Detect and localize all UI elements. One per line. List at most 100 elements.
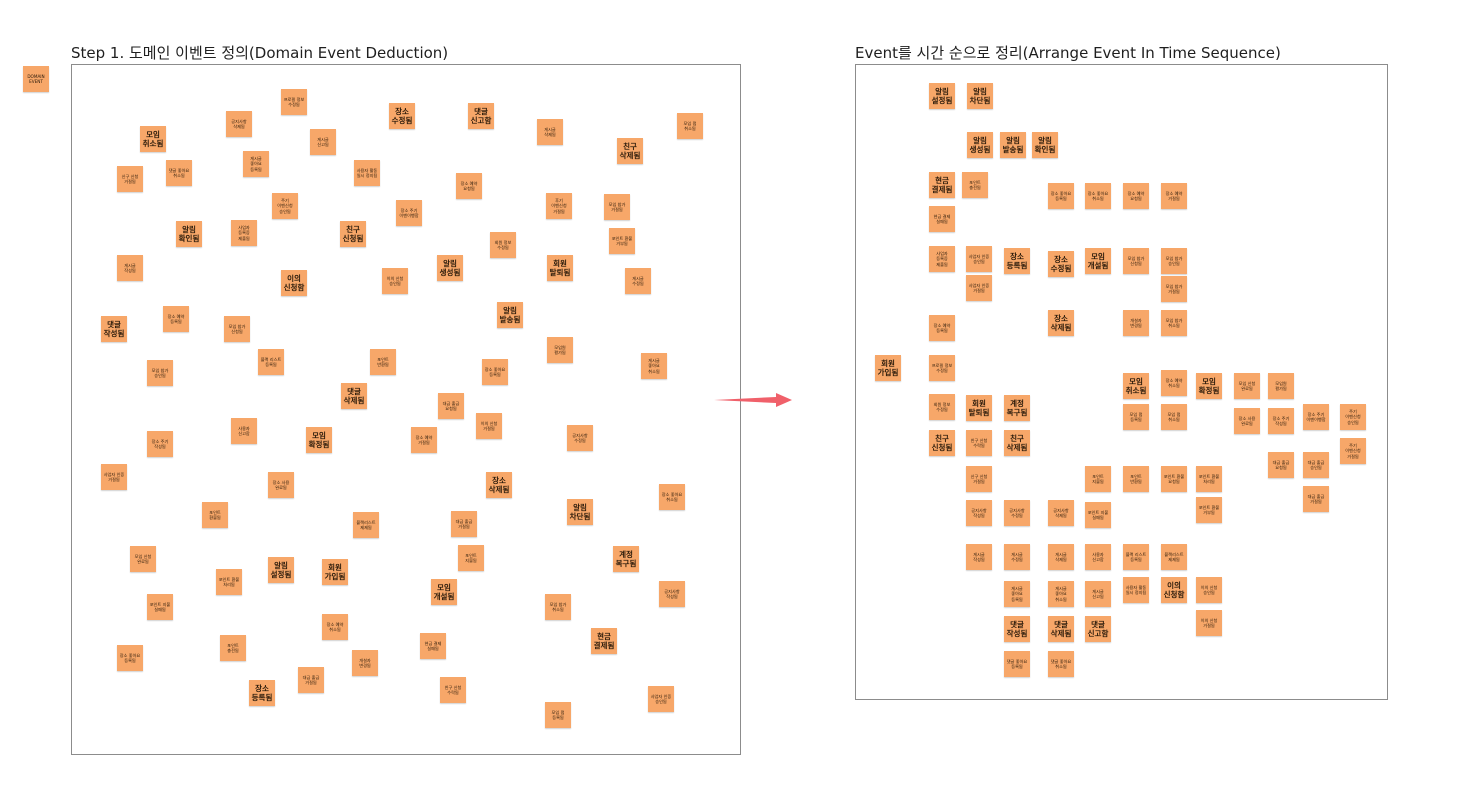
left-event-sticky[interactable]: 포인트 환불 처리됨 (216, 569, 242, 595)
left-event-sticky[interactable]: 회원 가입됨 (322, 559, 348, 585)
left-event-sticky[interactable]: 블랙 리스트 등록됨 (258, 349, 284, 375)
left-event-sticky[interactable]: 알림 발송됨 (497, 302, 523, 328)
right-event-sticky[interactable]: 장소 사용 완료됨 (1234, 408, 1260, 434)
left-event-sticky[interactable]: 댓글 좋아요 취소됨 (166, 160, 192, 186)
left-event-sticky[interactable]: 프로필 정보 수정됨 (281, 89, 307, 115)
right-event-sticky[interactable]: 이의 신청 거절됨 (1196, 610, 1222, 636)
right-event-sticky[interactable]: 장소 예약 요청됨 (1123, 183, 1149, 209)
left-event-sticky[interactable]: 사업자 인증 승인됨 (648, 686, 674, 712)
left-event-sticky[interactable]: 댓글 신고함 (468, 103, 494, 129)
left-event-sticky[interactable]: 알림 생성됨 (437, 255, 463, 281)
right-event-sticky[interactable]: 모임원 평가됨 (1268, 373, 1294, 399)
left-event-sticky[interactable]: 모임 취소됨 (140, 126, 166, 152)
right-event-sticky[interactable]: 회원 정보 수정됨 (929, 394, 955, 420)
right-event-sticky[interactable]: 신구 신청 거절됨 (966, 466, 992, 492)
right-event-sticky[interactable]: 이의 신청함 (1161, 577, 1187, 603)
left-event-sticky[interactable]: 모임 참가 승인됨 (147, 360, 173, 386)
left-event-sticky[interactable]: 장소 주기 작성됨 (147, 431, 173, 457)
left-event-sticky[interactable]: 신구 신청 거절됨 (117, 166, 143, 192)
left-event-sticky[interactable]: 게시글 작성됨 (117, 255, 143, 281)
left-event-sticky[interactable]: 계정 복구됨 (613, 546, 639, 572)
left-event-sticky[interactable]: 대금 출금 요청됨 (438, 393, 464, 419)
right-event-sticky[interactable]: 사업자 인증 승인됨 (966, 246, 992, 272)
left-event-sticky[interactable]: 회원 탈퇴됨 (547, 255, 573, 281)
left-event-sticky[interactable]: 장소 예약 등록됨 (163, 306, 189, 332)
right-event-sticky[interactable]: 댓글 신고함 (1085, 616, 1111, 642)
right-event-sticky[interactable]: 사용자 신고함 (1085, 544, 1111, 570)
right-event-sticky[interactable]: 모임 참가 거절됨 (1161, 276, 1187, 302)
right-event-sticky[interactable]: 장소 삭제됨 (1048, 310, 1074, 336)
right-event-sticky[interactable]: 공지사항 작성됨 (966, 500, 992, 526)
left-event-sticky[interactable]: 이의 신청 거절됨 (476, 413, 502, 439)
right-event-sticky[interactable]: 대금 출금 요청됨 (1268, 452, 1294, 478)
left-event-sticky[interactable]: 사용자 신고함 (231, 418, 257, 444)
left-event-sticky[interactable]: 모임 개설됨 (431, 579, 457, 605)
right-event-sticky[interactable]: 사용자 활동 일시 정지됨 (1123, 577, 1149, 603)
right-event-sticky[interactable]: 게시글 작성됨 (966, 544, 992, 570)
right-event-sticky[interactable]: 회원 가입됨 (875, 355, 901, 381)
left-event-sticky[interactable]: 장소 등록됨 (249, 680, 275, 706)
left-event-sticky[interactable]: 장소 주기 이벤이행함 (396, 200, 422, 226)
right-event-sticky[interactable]: 댓글 삭제됨 (1048, 616, 1074, 642)
right-event-sticky[interactable]: 모임 참가 취소됨 (1161, 310, 1187, 336)
right-event-sticky[interactable]: 알림 확인됨 (1032, 132, 1058, 158)
left-event-sticky[interactable]: 장소 좋아요 등록됨 (117, 645, 143, 671)
left-event-sticky[interactable]: 포인트 지불됨 (458, 545, 484, 571)
right-event-sticky[interactable]: 모임 펌 취소됨 (1161, 404, 1187, 430)
right-event-sticky[interactable]: 포인트 지불됨 (1085, 466, 1111, 492)
right-event-sticky[interactable]: 알림 발송됨 (1000, 132, 1026, 158)
right-event-sticky[interactable]: 장소 주기 작성됨 (1268, 408, 1294, 434)
left-event-sticky[interactable]: 댓글 삭제됨 (341, 383, 367, 409)
left-event-sticky[interactable]: 게시글 신고됨 (310, 129, 336, 155)
right-event-sticky[interactable]: 장소 등록됨 (1004, 248, 1030, 274)
right-event-sticky[interactable]: 주기 이벤신청 승인됨 (1340, 404, 1366, 430)
left-event-sticky[interactable]: 게시글 좋아요 취소됨 (641, 353, 667, 379)
right-event-sticky[interactable]: 알림 생성됨 (967, 132, 993, 158)
right-event-sticky[interactable]: 모임 개설됨 (1085, 248, 1111, 274)
left-event-sticky[interactable]: 장소 수정됨 (389, 103, 415, 129)
right-event-sticky[interactable]: 블랙 리스트 등록됨 (1123, 544, 1149, 570)
right-event-sticky[interactable]: 장소 수정됨 (1048, 251, 1074, 277)
right-event-sticky[interactable]: 게시글 신고됨 (1085, 581, 1111, 607)
right-event-sticky[interactable]: 이의 신청 승인됨 (1196, 577, 1222, 603)
right-event-sticky[interactable]: 현금 결제됨 (929, 172, 955, 198)
left-event-sticky[interactable]: 모임 참가 거절됨 (604, 194, 630, 220)
left-event-sticky[interactable]: 포인트 반환됨 (370, 349, 396, 375)
right-event-sticky[interactable]: 현금 결제 실패됨 (929, 206, 955, 232)
left-event-sticky[interactable]: 모임 참가 취소됨 (545, 594, 571, 620)
left-event-sticky[interactable]: 대금 출금 거절됨 (451, 511, 477, 537)
left-event-sticky[interactable]: 게시글 좋아요 등록됨 (243, 151, 269, 177)
right-event-sticky[interactable]: 프로필 정보 수정됨 (929, 355, 955, 381)
left-event-sticky[interactable]: 장소 예약 거절됨 (411, 427, 437, 453)
left-event-sticky[interactable]: 친구 신청됨 (340, 221, 366, 247)
left-event-sticky[interactable]: 댓글 작성됨 (101, 316, 127, 342)
right-event-sticky[interactable]: 장소 예약 등록됨 (929, 315, 955, 341)
left-event-sticky[interactable]: 블랙리스트 제제됨 (353, 512, 379, 538)
right-event-sticky[interactable]: 게시글 수정됨 (1004, 544, 1030, 570)
right-event-sticky[interactable]: 사업자 인증 거절됨 (966, 275, 992, 301)
left-event-sticky[interactable]: 개설자 변경됨 (352, 650, 378, 676)
right-event-sticky[interactable]: 포인트 환불 요청됨 (1161, 466, 1187, 492)
right-event-sticky[interactable]: 게시글 좋아요 취소됨 (1048, 581, 1074, 607)
left-event-sticky[interactable]: 공지사항 작성됨 (659, 581, 685, 607)
left-event-sticky[interactable]: 알림 차단됨 (567, 499, 593, 525)
right-event-sticky[interactable]: 모임 확정됨 (1196, 373, 1222, 399)
left-event-sticky[interactable]: 장소 삭제됨 (486, 472, 512, 498)
right-event-sticky[interactable]: 포인트 반환됨 (1123, 466, 1149, 492)
left-event-sticky[interactable]: 후기 이벤신청 거절됨 (546, 193, 572, 219)
right-event-sticky[interactable]: 포인트 환불 처리됨 (1196, 466, 1222, 492)
right-event-sticky[interactable]: 블랙리스트 제제됨 (1161, 544, 1187, 570)
left-event-sticky[interactable]: 공지사항 수정됨 (567, 425, 593, 451)
right-event-sticky[interactable]: 포인트 환불 거부됨 (1196, 497, 1222, 523)
left-event-sticky[interactable]: 장소 좋아요 등록됨 (482, 359, 508, 385)
left-event-sticky[interactable]: 장소 예약 취소됨 (322, 614, 348, 640)
right-event-sticky[interactable]: 모임 펌 등록됨 (1123, 404, 1149, 430)
left-event-sticky[interactable]: 공지사항 삭제됨 (226, 111, 252, 137)
right-event-sticky[interactable]: 대금 출금 승인됨 (1303, 452, 1329, 478)
left-event-sticky[interactable]: 장소 좋아요 취소됨 (659, 484, 685, 510)
left-event-sticky[interactable]: 모임원 평가됨 (547, 337, 573, 363)
left-event-sticky[interactable]: 알림 설정됨 (268, 557, 294, 583)
left-event-sticky[interactable]: 친구 삭제됨 (617, 138, 643, 164)
left-event-sticky[interactable]: 게시글 삭제됨 (537, 119, 563, 145)
left-event-sticky[interactable]: 게시글 수정됨 (625, 268, 651, 294)
